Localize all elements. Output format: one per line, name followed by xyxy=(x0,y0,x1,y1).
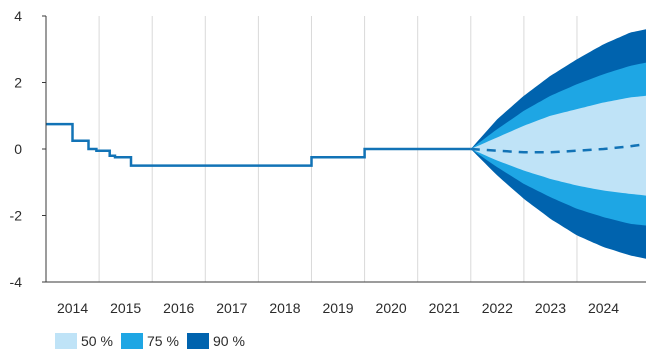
legend-swatch-2 xyxy=(187,333,209,349)
y-tick-label-1: 2 xyxy=(14,75,22,91)
legend: 50 % 75 % 90 % xyxy=(55,333,245,349)
x-tick-label-3: 2017 xyxy=(216,300,247,316)
x-tick-label-4: 2018 xyxy=(269,300,300,316)
legend-swatch-0 xyxy=(55,333,77,349)
x-tick-label-5: 2019 xyxy=(322,300,353,316)
y-tick-label-4: -4 xyxy=(10,274,23,290)
x-tick-label-10: 2024 xyxy=(588,300,619,316)
legend-label-1: 75 % xyxy=(147,333,179,349)
x-tick-label-2: 2016 xyxy=(163,300,194,316)
x-tick-labels: 2014 2015 2016 2017 2018 2019 2020 2021 2022 2023… xyxy=(57,300,619,316)
history-line xyxy=(46,122,471,167)
legend-swatch-1 xyxy=(121,333,143,349)
x-tick-label-0: 2014 xyxy=(57,300,88,316)
legend-label-2: 90 % xyxy=(213,333,245,349)
forecast-bands xyxy=(470,29,646,259)
x-tick-label-7: 2021 xyxy=(429,300,460,316)
y-tick-label-2: 0 xyxy=(14,141,22,157)
x-tick-label-6: 2020 xyxy=(376,300,407,316)
legend-label-0: 50 % xyxy=(81,333,113,349)
series-lines xyxy=(46,122,646,167)
y-tick-label-3: -2 xyxy=(10,208,23,224)
y-tick-labels: 4 2 0 -2 -4 xyxy=(10,8,46,290)
y-tick-label-0: 4 xyxy=(14,8,22,24)
band-50-pct xyxy=(470,95,646,196)
x-tick-label-9: 2023 xyxy=(535,300,566,316)
x-tick-label-8: 2022 xyxy=(482,300,513,316)
x-tick-label-1: 2015 xyxy=(110,300,141,316)
